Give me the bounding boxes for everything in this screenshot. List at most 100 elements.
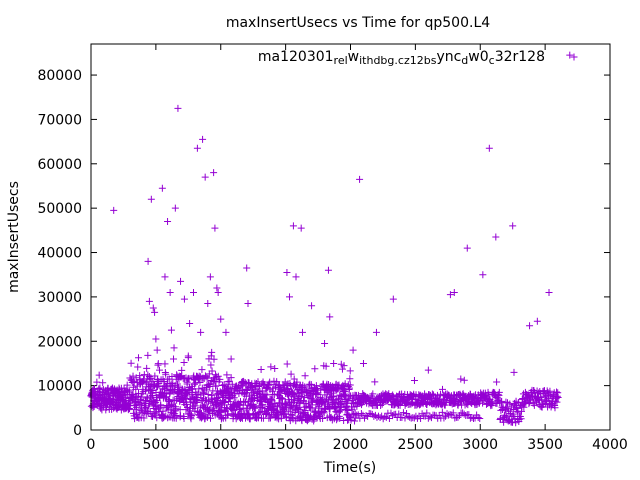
data-point — [372, 328, 380, 336]
data-point — [223, 371, 231, 379]
data-point — [180, 295, 188, 303]
data-point — [346, 367, 354, 375]
y-tick-label: 20000 — [37, 334, 82, 350]
data-point — [208, 348, 216, 356]
data-point — [273, 378, 281, 386]
data-point — [158, 184, 166, 192]
data-point — [191, 380, 199, 388]
data-point — [161, 273, 169, 281]
data-point — [509, 222, 517, 230]
data-point — [545, 288, 553, 296]
data-point — [151, 308, 159, 316]
data-point — [205, 381, 213, 389]
data-point — [207, 361, 215, 369]
data-point — [130, 378, 138, 386]
data-point — [351, 417, 359, 425]
data-point — [438, 385, 446, 393]
data-point — [543, 396, 551, 404]
data-point — [281, 409, 289, 417]
data-point — [395, 410, 403, 418]
data-point — [428, 390, 436, 398]
data-point — [144, 371, 152, 379]
data-point — [214, 402, 222, 410]
data-point — [460, 376, 468, 384]
data-point — [202, 373, 210, 381]
data-point — [140, 414, 148, 422]
data-point — [201, 173, 209, 181]
data-point — [202, 412, 210, 420]
data-point — [502, 398, 510, 406]
data-point — [175, 383, 183, 391]
data-point — [273, 414, 281, 422]
data-point — [144, 351, 152, 359]
data-point — [221, 398, 229, 406]
data-point — [172, 405, 180, 413]
data-point — [404, 412, 412, 420]
data-point — [533, 317, 541, 325]
data-point — [115, 402, 123, 410]
data-point — [132, 374, 140, 382]
data-point — [300, 394, 308, 402]
data-point — [463, 244, 471, 252]
data-point — [224, 411, 232, 419]
data-point — [170, 344, 178, 352]
y-tick-label: 40000 — [37, 246, 82, 262]
data-point — [183, 380, 191, 388]
data-point — [255, 409, 263, 417]
y-tick-label: 0 — [73, 423, 82, 439]
data-point — [514, 408, 522, 416]
legend-marker — [570, 53, 578, 61]
data-point — [551, 404, 559, 412]
data-point — [277, 394, 285, 402]
data-point — [296, 406, 304, 414]
data-point — [293, 378, 301, 386]
data-point — [541, 393, 549, 401]
data-point — [474, 414, 482, 422]
data-point — [183, 390, 191, 398]
data-point — [451, 414, 459, 422]
data-point — [127, 359, 135, 367]
data-point — [489, 398, 497, 406]
data-point — [554, 394, 562, 402]
data-point — [346, 375, 354, 383]
data-point — [389, 412, 397, 420]
data-point — [335, 408, 343, 416]
data-point — [250, 404, 258, 412]
data-point — [346, 381, 354, 389]
data-point — [151, 409, 159, 417]
data-point — [336, 414, 344, 422]
data-point — [198, 414, 206, 422]
data-point — [288, 402, 296, 410]
data-point — [357, 410, 365, 418]
data-point — [222, 328, 230, 336]
data-point — [244, 410, 252, 418]
data-point — [144, 257, 152, 265]
data-point — [492, 233, 500, 241]
chart-title: maxInsertUsecs vs Time for qp500.L4 — [226, 15, 490, 31]
data-point — [309, 395, 317, 403]
data-point — [154, 381, 162, 389]
data-point — [313, 384, 321, 392]
data-point — [283, 268, 291, 276]
x-tick-label: 2500 — [398, 437, 434, 453]
data-point — [243, 264, 251, 272]
data-point — [235, 401, 243, 409]
data-point — [359, 359, 367, 367]
data-point — [443, 410, 451, 418]
data-point — [177, 412, 185, 420]
data-point — [167, 326, 175, 334]
data-point — [206, 273, 214, 281]
data-point — [506, 400, 514, 408]
data-point — [407, 400, 415, 408]
data-point — [227, 374, 235, 382]
data-point — [168, 372, 176, 380]
data-point — [168, 400, 176, 408]
data-point — [389, 391, 397, 399]
data-point — [389, 295, 397, 303]
data-point — [123, 381, 131, 389]
data-point — [191, 402, 199, 410]
data-point — [350, 410, 358, 418]
data-point — [319, 414, 327, 422]
data-point — [152, 335, 160, 343]
